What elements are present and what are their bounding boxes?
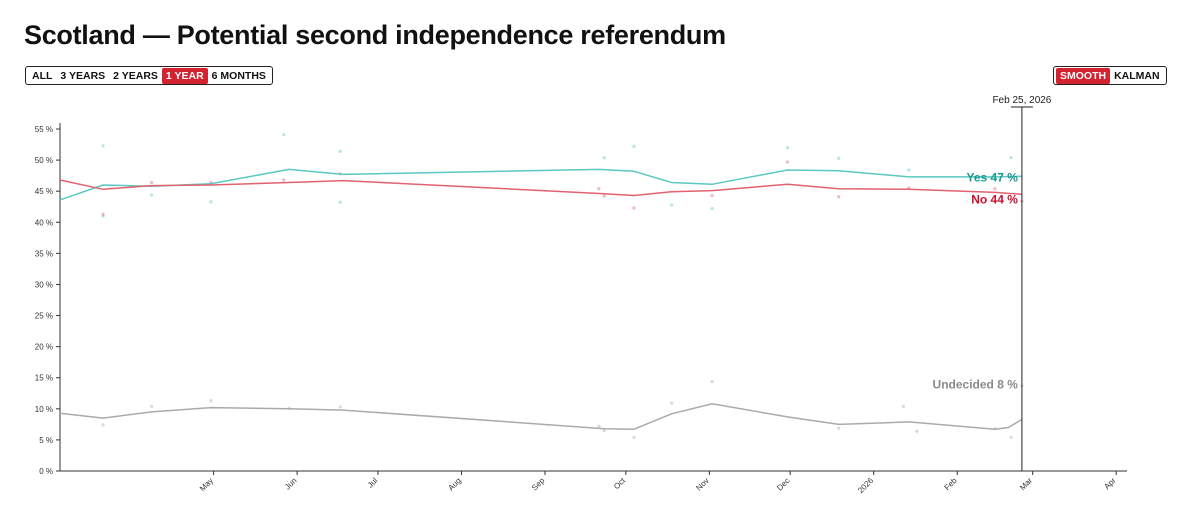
poll-point-yes <box>338 149 342 153</box>
poll-point-no <box>282 178 286 182</box>
series-name-yes: Yes <box>967 171 991 185</box>
y-tick-label: 45 % <box>35 187 53 196</box>
poll-point-yes <box>209 200 213 204</box>
poll-point-yes <box>338 200 342 204</box>
x-tick-label: Feb <box>943 476 960 493</box>
poll-point-undecided <box>602 428 606 433</box>
range-all-button[interactable]: ALL <box>32 69 53 82</box>
x-tick-label: May <box>198 476 215 493</box>
poll-point-yes <box>837 156 841 160</box>
chart-axes: 0 % 5 % 10 % 15 % 20 % 25 % 30 % 35 % 40 % 45 % 50… <box>35 123 1127 495</box>
y-tick-label: 25 % <box>35 312 53 321</box>
x-tick-label: Jun <box>283 476 298 491</box>
x-tick-label: Aug <box>446 476 462 492</box>
poll-point-yes <box>101 214 105 218</box>
poll-point-undecided <box>597 424 601 428</box>
x-tick-label: Jul <box>366 476 380 490</box>
poll-point-yes <box>150 193 154 197</box>
y-tick-label: 30 % <box>35 280 53 289</box>
x-tick-label: 2026 <box>856 476 875 495</box>
poll-point-undecided <box>209 399 213 403</box>
series-name-no: No <box>971 192 990 206</box>
y-tick-label: 15 % <box>35 374 53 383</box>
poll-point-yes <box>1009 156 1013 160</box>
poll-point-no <box>101 212 105 216</box>
poll-point-yes <box>907 168 911 172</box>
range-6-months-button[interactable]: 6 MONTHS <box>211 69 266 82</box>
time-range-selector: ALL 3 YEARS 2 YEARS 1 YEAR 6 MONTHS <box>25 66 273 85</box>
cursor-date-label: Feb 25, 2026 <box>992 95 1051 106</box>
range-2-years-button[interactable]: 2 YEARS <box>113 69 158 82</box>
poll-point-yes <box>710 206 714 211</box>
y-tick-label: 5 % <box>39 436 53 445</box>
poll-point-undecided <box>915 429 919 433</box>
poll-point-no <box>150 180 154 185</box>
y-tick-label: 20 % <box>35 343 53 352</box>
poll-point-no <box>632 206 636 210</box>
poll-point-undecided <box>632 435 636 440</box>
poll-point-yes <box>785 146 790 150</box>
poll-point-undecided <box>1009 435 1013 440</box>
poll-point-undecided <box>150 404 154 408</box>
trend-lines <box>59 168 1023 431</box>
series-name-undecided: Undecided <box>933 378 998 392</box>
poll-point-undecided <box>338 405 342 409</box>
x-tick-label: Nov <box>694 476 710 492</box>
series-value-no: 44 % <box>991 192 1019 206</box>
poll-point-undecided <box>901 404 905 408</box>
series-end-labels: Yes 47 %No 44 %Undecided 8 % <box>933 171 1019 392</box>
range-3-years-button[interactable]: 3 YEARS <box>60 69 106 82</box>
poll-point-undecided <box>710 379 714 384</box>
x-tick-label: Mar <box>1018 476 1034 492</box>
end-label-undecided: Undecided 8 % <box>933 378 1019 392</box>
series-value-undecided: 8 % <box>997 378 1018 392</box>
page-title: Scotland — Potential second independence… <box>24 20 726 50</box>
y-tick-label: 0 % <box>39 467 53 476</box>
poll-point-no <box>993 187 997 191</box>
poll-point-yes <box>632 144 636 149</box>
poll-point-undecided <box>101 423 105 427</box>
poll-point-no <box>602 194 606 198</box>
poll-point-no <box>837 195 841 199</box>
y-tick-label: 40 % <box>35 218 53 227</box>
trend-line-no <box>59 179 1022 197</box>
smoothing-method-selector: SMOOTH KALMAN <box>1053 66 1167 85</box>
poll-point-yes <box>602 156 606 160</box>
poll-point-yes <box>101 144 105 148</box>
date-cursor: Feb 25, 2026 <box>992 95 1052 471</box>
y-tick-label: 10 % <box>35 405 53 414</box>
poll-point-no <box>785 160 790 164</box>
poll-point-undecided <box>837 426 841 430</box>
y-tick-label: 50 % <box>35 156 53 165</box>
smooth-method-button[interactable]: SMOOTH <box>1056 67 1111 84</box>
poll-point-no <box>710 193 714 198</box>
kalman-method-button[interactable]: KALMAN <box>1114 69 1160 82</box>
x-tick-label: Dec <box>775 476 791 492</box>
end-label-yes: Yes 47 % <box>967 171 1019 185</box>
trend-line-undecided <box>59 403 1023 431</box>
y-tick-label: 55 % <box>35 125 53 134</box>
x-tick-label: Sep <box>530 476 547 493</box>
range-1-year-button[interactable]: 1 YEAR <box>161 67 208 84</box>
x-tick-label: Oct <box>612 476 628 492</box>
series-value-yes: 47 % <box>991 171 1019 185</box>
poll-point-yes <box>670 203 674 207</box>
poll-point-undecided <box>670 401 674 405</box>
x-tick-label: Apr <box>1102 476 1117 491</box>
y-tick-label: 35 % <box>35 249 53 258</box>
poll-point-no <box>597 187 601 191</box>
end-label-no: No 44 % <box>971 192 1018 206</box>
poll-point-yes <box>282 132 286 137</box>
